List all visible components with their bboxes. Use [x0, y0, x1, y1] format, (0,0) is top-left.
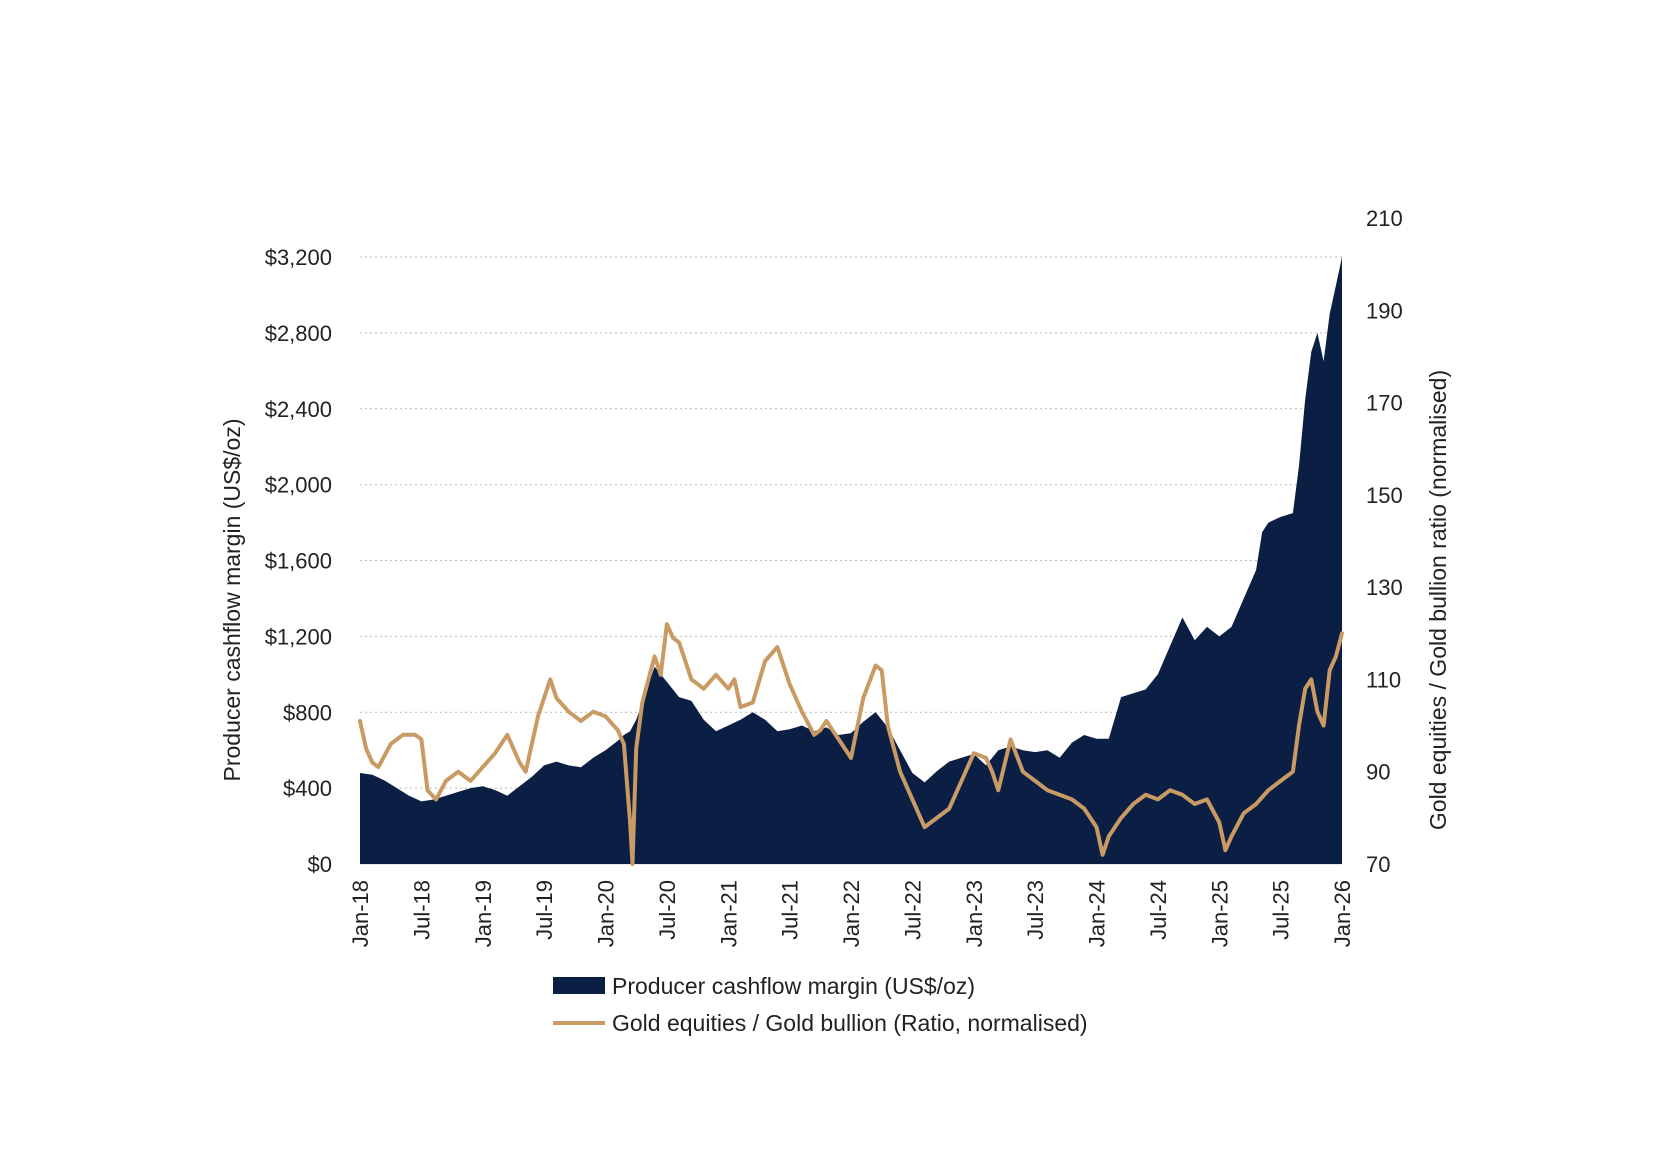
x-tick-label: Jan-23 — [962, 880, 987, 947]
x-tick-label: Jan-20 — [594, 880, 619, 947]
right-tick-label: 70 — [1366, 852, 1390, 877]
left-tick-label: $800 — [283, 700, 332, 725]
x-tick-label: Jul-19 — [532, 880, 557, 940]
left-tick-label: $2,000 — [265, 473, 332, 498]
left-axis-title: Producer cashflow margin (US$/oz) — [219, 418, 245, 781]
left-tick-label: $2,800 — [265, 321, 332, 346]
series-line-equity-bullion-ratio — [358, 622, 1344, 866]
left-tick-label: $1,600 — [265, 549, 332, 574]
left-tick-label: $400 — [283, 776, 332, 801]
right-tick-label: 130 — [1366, 575, 1403, 600]
right-tick-label: 110 — [1366, 667, 1401, 692]
left-tick-label: $0 — [308, 852, 332, 877]
legend-swatch-area — [553, 977, 605, 994]
x-axis-ticks: Jan-18 Jul-18 Jan-19 Jul-19 Jan-20 Jul-20 Jan-… — [348, 880, 1355, 947]
line-series-layer — [358, 622, 1344, 866]
right-tick-label: 150 — [1366, 483, 1403, 508]
right-tick-label: 90 — [1366, 760, 1390, 785]
left-axis-ticks: $0 $400 $800 $1,200 $1,600 $2,000 $2,400 $2,800… — [265, 245, 332, 877]
x-tick-label: Jul-23 — [1023, 880, 1048, 940]
left-tick-label: $3,200 — [265, 245, 332, 270]
right-tick-label: 210 — [1366, 206, 1403, 231]
legend-label-area: Producer cashflow margin (US$/oz) — [612, 973, 975, 999]
left-tick-label: $2,400 — [265, 397, 332, 422]
x-tick-label: Jan-21 — [716, 880, 741, 947]
x-tick-label: Jan-19 — [471, 880, 496, 947]
x-tick-label: Jan-22 — [839, 880, 864, 947]
left-tick-label: $1,200 — [265, 624, 332, 649]
right-tick-label: 190 — [1366, 298, 1403, 323]
right-axis-title: Gold equities / Gold bullion ratio (norm… — [1425, 370, 1451, 830]
series-area-cashflow-margin — [360, 257, 1342, 864]
x-tick-label: Jul-21 — [778, 880, 803, 940]
area-series-layer — [360, 257, 1342, 864]
x-tick-label: Jul-25 — [1269, 880, 1294, 940]
x-tick-label: Jul-20 — [655, 880, 680, 940]
x-tick-label: Jul-22 — [900, 880, 925, 940]
right-tick-label: 170 — [1366, 391, 1403, 416]
x-tick-label: Jul-24 — [1146, 880, 1171, 940]
x-tick-label: Jul-18 — [409, 880, 434, 940]
right-axis-ticks: 70 90 110 130 150 170 190 210 — [1366, 206, 1403, 877]
x-tick-label: Jan-18 — [348, 880, 373, 947]
x-tick-label: Jan-26 — [1330, 880, 1355, 947]
x-tick-label: Jan-25 — [1207, 880, 1232, 947]
x-tick-label: Jan-24 — [1085, 880, 1110, 947]
legend: Producer cashflow margin (US$/oz) Gold e… — [553, 973, 1088, 1036]
legend-label-line: Gold equities / Gold bullion (Ratio, nor… — [612, 1010, 1088, 1036]
